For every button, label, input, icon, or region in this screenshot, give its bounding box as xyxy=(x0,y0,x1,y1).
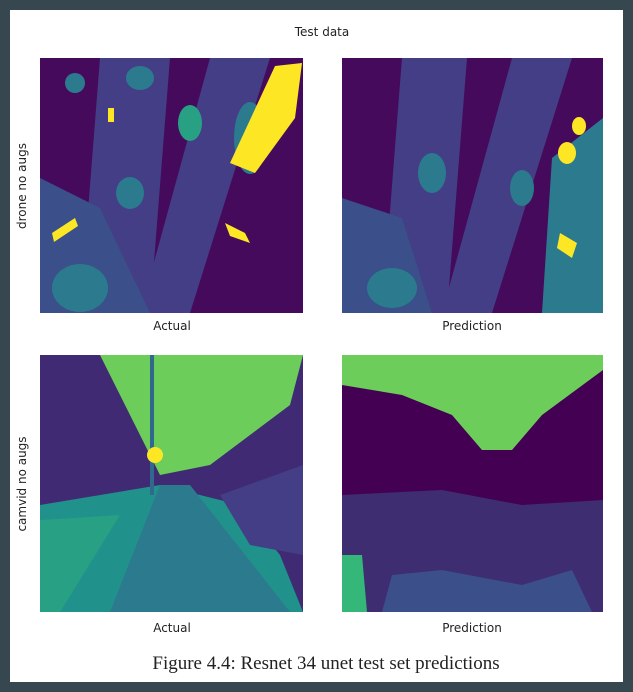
panel xyxy=(342,58,603,313)
panel-caption: Actual xyxy=(153,319,191,333)
figure-title: Test data xyxy=(294,25,349,39)
panel xyxy=(40,58,303,313)
row-label: drone no augs xyxy=(15,143,29,229)
row-label: camvid no augs xyxy=(15,436,29,531)
figure-caption: Figure 4.4: Resnet 34 unet test set pred… xyxy=(152,653,499,674)
figure: Test data Actual Prediction drone no aug… xyxy=(0,0,633,692)
panel-caption: Actual xyxy=(153,621,191,635)
panel-caption: Prediction xyxy=(442,621,502,635)
panel xyxy=(342,355,603,612)
panel-caption: Prediction xyxy=(442,319,502,333)
page: Test data Actual Prediction drone no aug… xyxy=(0,0,633,692)
panel xyxy=(40,355,303,612)
